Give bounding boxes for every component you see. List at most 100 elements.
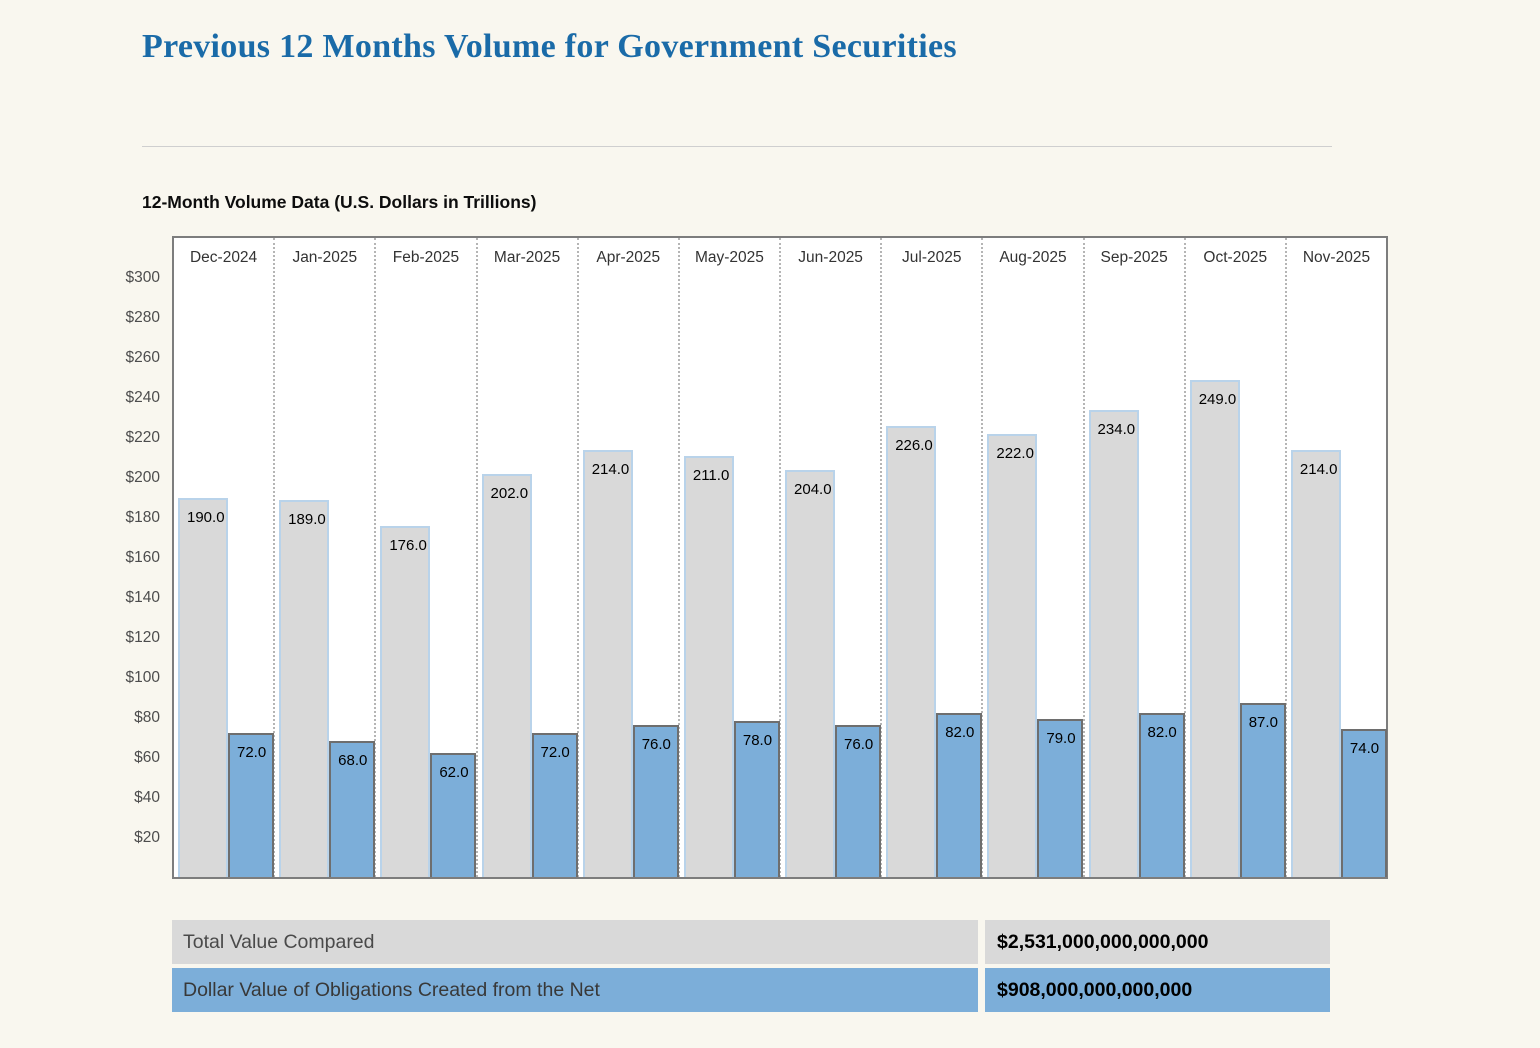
bar-value-label: 211.0 (692, 466, 730, 484)
bar-group: 211.0 78.0 (683, 455, 780, 877)
total-value-bar: 176.0 (380, 525, 431, 877)
y-axis-tick-label: $140 (125, 588, 160, 606)
y-axis-tick-label: $80 (134, 708, 160, 726)
bar-value-label: 82.0 (1147, 724, 1177, 742)
bar-value-label: 62.0 (439, 764, 469, 782)
chart-column: Apr-2025 214.0 76.0 (579, 238, 680, 877)
bar-value-label: 72.0 (540, 744, 570, 762)
bar-value-label: 82.0 (945, 724, 975, 742)
obligations-bar: 68.0 (329, 741, 376, 877)
chart-column: Sep-2025 234.0 82.0 (1085, 238, 1186, 877)
horizontal-divider (142, 146, 1332, 147)
month-label: Feb-2025 (392, 249, 460, 266)
chart-column: Feb-2025 176.0 62.0 (376, 238, 478, 877)
month-label: May-2025 (694, 249, 764, 266)
bar-value-label: 79.0 (1046, 730, 1076, 748)
chart-column: May-2025 211.0 78.0 (680, 238, 782, 877)
obligations-bar: 79.0 (1037, 719, 1084, 877)
bar-value-label: 176.0 (389, 536, 427, 554)
month-label: Nov-2025 (1302, 249, 1371, 266)
y-axis-tick-label: $160 (125, 548, 160, 566)
summary-table: Total Value Compared $2,531,000,000,000,0… (172, 920, 1330, 1016)
total-value-bar: 214.0 (582, 449, 633, 877)
summary-row-value: $908,000,000,000,000 (985, 968, 1330, 1012)
bar-group: 222.0 79.0 (987, 433, 1084, 877)
y-axis-tick-label: $240 (125, 389, 160, 406)
obligations-bar: 74.0 (1340, 729, 1387, 877)
bar-group: 202.0 72.0 (481, 473, 578, 877)
obligations-bar: 82.0 (936, 713, 983, 877)
bar-group: 226.0 82.0 (886, 425, 983, 877)
y-axis: $20 $40 $60 $80 $100 $120 $140 $160 $180 $200 $220… (70, 236, 166, 879)
total-value-bar: 222.0 (987, 433, 1038, 877)
bar-value-label: 189.0 (288, 510, 326, 528)
month-label: Oct-2025 (1203, 249, 1268, 266)
total-value-bar: 214.0 (1290, 449, 1341, 877)
total-value-bar: 226.0 (886, 425, 937, 877)
y-axis-tick-label: $280 (125, 309, 160, 327)
bar-value-label: 202.0 (490, 484, 529, 502)
bar-group: 214.0 74.0 (1290, 449, 1387, 877)
bar-value-label: 68.0 (338, 752, 368, 770)
bar-value-label: 78.0 (742, 732, 773, 750)
total-value-bar: 202.0 (481, 473, 532, 877)
y-axis-tick-label: $120 (125, 628, 160, 646)
bar-value-label: 87.0 (1248, 714, 1278, 732)
chart-column: Jan-2025 189.0 68.0 (275, 238, 377, 877)
obligations-bar: 82.0 (1138, 713, 1185, 877)
y-axis-tick-label: $300 (125, 269, 160, 287)
volume-bar-chart: Dec-2024 190.0 72.0 Jan-2025 189.0 68.0 Feb-20… (172, 236, 1388, 879)
bar-group: 189.0 68.0 (279, 499, 376, 877)
obligations-bar: 78.0 (733, 721, 780, 877)
bar-value-label: 74.0 (1349, 740, 1380, 758)
summary-row: Total Value Compared $2,531,000,000,000,0… (172, 920, 1330, 964)
chart-heading: 12-Month Volume Data (U.S. Dollars in Tr… (142, 192, 537, 212)
chart-column: Jul-2025 226.0 82.0 (882, 238, 984, 877)
bar-group: 249.0 87.0 (1189, 379, 1286, 877)
bar-value-label: 226.0 (895, 436, 933, 454)
obligations-bar: 62.0 (430, 753, 477, 877)
month-label: Apr-2025 (596, 249, 661, 266)
chart-column: Aug-2025 222.0 79.0 (983, 238, 1085, 877)
month-label: Dec-2024 (189, 249, 258, 266)
chart-column: Dec-2024 190.0 72.0 (174, 238, 276, 877)
bar-value-label: 234.0 (1097, 420, 1136, 438)
month-label: Sep-2025 (1100, 249, 1168, 266)
bar-group: 190.0 72.0 (178, 497, 274, 877)
bar-group: 234.0 82.0 (1088, 409, 1185, 877)
obligations-bar: 76.0 (835, 725, 882, 877)
total-value-bar: 234.0 (1088, 409, 1139, 877)
summary-row-label: Dollar Value of Obligations Created from… (172, 968, 978, 1012)
total-value-bar: 190.0 (178, 497, 228, 877)
month-label: Jan-2025 (292, 249, 358, 266)
total-value-bar: 249.0 (1189, 379, 1240, 877)
bar-value-label: 222.0 (996, 444, 1034, 462)
chart-column: Mar-2025 202.0 72.0 (478, 238, 579, 877)
bar-value-label: 214.0 (1299, 460, 1338, 478)
y-axis-tick-label: $220 (125, 428, 160, 446)
bar-value-label: 204.0 (794, 480, 832, 498)
chart-column: Nov-2025 214.0 74.0 (1287, 238, 1387, 877)
month-label: Jun-2025 (798, 249, 863, 266)
y-axis-tick-label: $100 (125, 668, 160, 686)
bar-group: 214.0 76.0 (582, 449, 679, 877)
obligations-bar: 72.0 (228, 733, 274, 877)
month-label: Aug-2025 (999, 249, 1067, 266)
bar-value-label: 190.0 (187, 508, 225, 526)
summary-row-label: Total Value Compared (172, 920, 978, 964)
summary-row-value: $2,531,000,000,000,000 (985, 920, 1330, 964)
y-axis-tick-label: $60 (134, 748, 160, 766)
y-axis-tick-label: $180 (125, 508, 160, 526)
obligations-bar: 76.0 (632, 725, 679, 877)
bar-value-label: 214.0 (591, 460, 630, 478)
bar-value-label: 76.0 (844, 736, 874, 754)
y-axis-tick-label: $40 (134, 788, 160, 806)
bar-value-label: 76.0 (641, 736, 671, 754)
chart-column: Oct-2025 249.0 87.0 (1186, 238, 1287, 877)
y-axis-tick-label: $260 (125, 349, 160, 367)
bar-group: 176.0 62.0 (380, 525, 477, 877)
total-value-bar: 211.0 (683, 455, 734, 877)
y-axis-tick-label: $20 (134, 828, 160, 846)
obligations-bar: 87.0 (1239, 703, 1286, 877)
bar-value-label: 249.0 (1198, 390, 1237, 408)
